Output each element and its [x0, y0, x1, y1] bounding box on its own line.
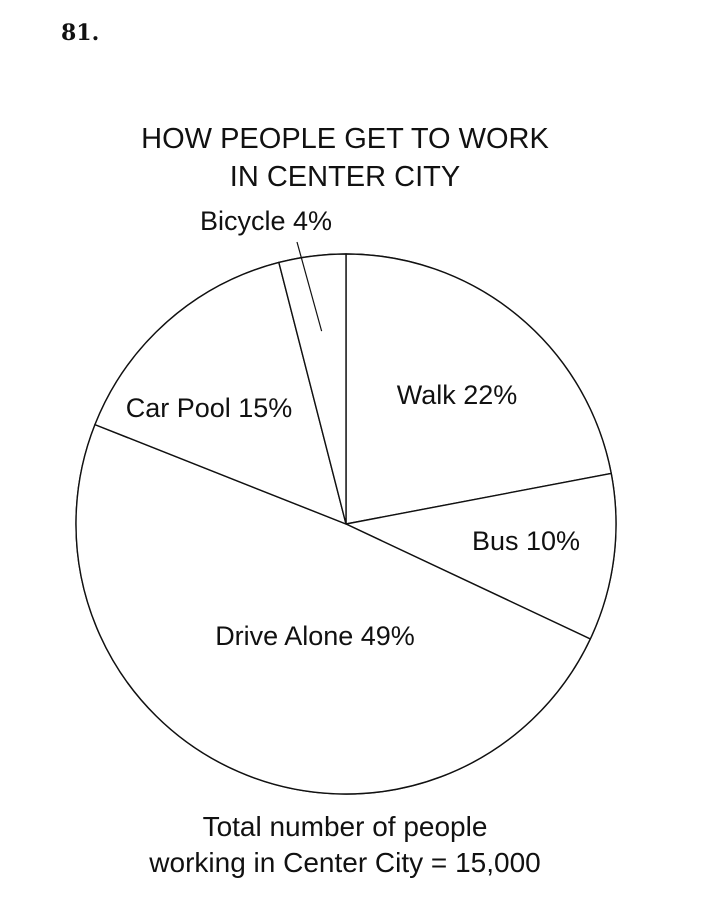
pie-slice-car-pool [94, 261, 347, 525]
pie-slice-bicycle [278, 253, 347, 525]
footer-line-1: Total number of people [202, 811, 488, 842]
slice-label-bus: Bus 10% [472, 526, 580, 556]
chart-title-line-2: IN CENTER CITY [229, 161, 461, 193]
pie-slice-drive-alone [75, 423, 592, 795]
chart-title-line-1: HOW PEOPLE GET TO WORK [141, 123, 549, 155]
footer-line-2: working in Center City = 15,000 [149, 847, 541, 878]
slice-label-car-pool: Car Pool 15% [126, 393, 293, 423]
slice-label-walk: Walk 22% [397, 380, 518, 410]
slice-label-bicycle: Bicycle 4% [200, 206, 332, 236]
pie-slice-bus [345, 472, 617, 640]
question-number: 81. [61, 20, 100, 46]
slice-label-drive-alone: Drive Alone 49% [215, 621, 415, 651]
bicycle-leader-line [296, 241, 323, 332]
pie-slice-walk [345, 253, 612, 525]
